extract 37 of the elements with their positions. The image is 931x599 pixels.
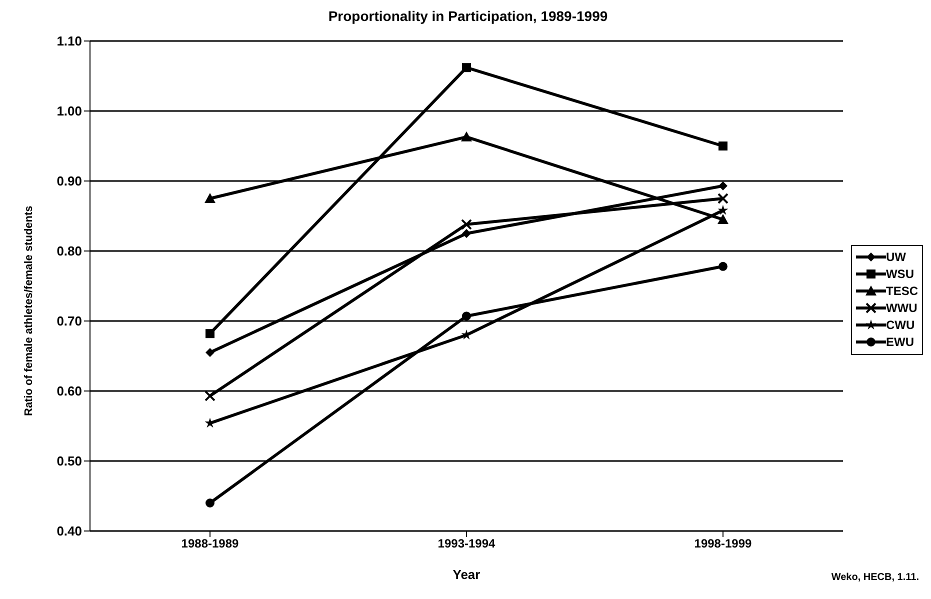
legend-label: WWU — [886, 301, 918, 315]
y-tick-label: 1.00 — [56, 104, 82, 119]
point — [462, 312, 471, 321]
point — [718, 204, 728, 215]
y-tick-label: 0.80 — [56, 244, 82, 259]
point — [204, 193, 216, 203]
x-axis-title: Year — [452, 567, 480, 582]
legend-label: CWU — [886, 318, 915, 332]
legend-label: UW — [886, 250, 906, 264]
y-tick-label: 0.60 — [56, 384, 82, 399]
text: Weko, HECB, 1.11. — [831, 572, 919, 583]
point — [206, 329, 214, 338]
point — [717, 193, 728, 204]
point — [462, 229, 471, 238]
point — [206, 348, 214, 357]
legend-label: EWU — [886, 335, 914, 349]
y-tick-label: 0.90 — [56, 174, 82, 189]
point — [460, 131, 472, 142]
point — [718, 181, 728, 190]
point — [718, 262, 728, 271]
point — [462, 63, 471, 72]
point — [717, 214, 728, 224]
x-tick-label: 1993-1994 — [438, 536, 496, 551]
y-axis-title: Ratio of female athletes/female students — [22, 206, 35, 416]
y-tick-label: 1.10 — [56, 34, 82, 49]
point — [204, 390, 216, 402]
y-tick-label: 0.70 — [56, 314, 82, 329]
legend-label: WSU — [886, 267, 914, 281]
y-tick-label: 0.50 — [56, 454, 82, 469]
point — [460, 218, 472, 230]
point — [718, 142, 728, 150]
x-tick-label: 1998-1999 — [694, 536, 752, 551]
legend-label: TESC — [886, 284, 918, 298]
y-tick-label: 0.40 — [56, 524, 82, 539]
x-tick-label: 1988-1989 — [181, 536, 240, 551]
chart-title: Proportionality in Participation, 1989-1999 — [327, 8, 609, 24]
point — [206, 498, 214, 508]
